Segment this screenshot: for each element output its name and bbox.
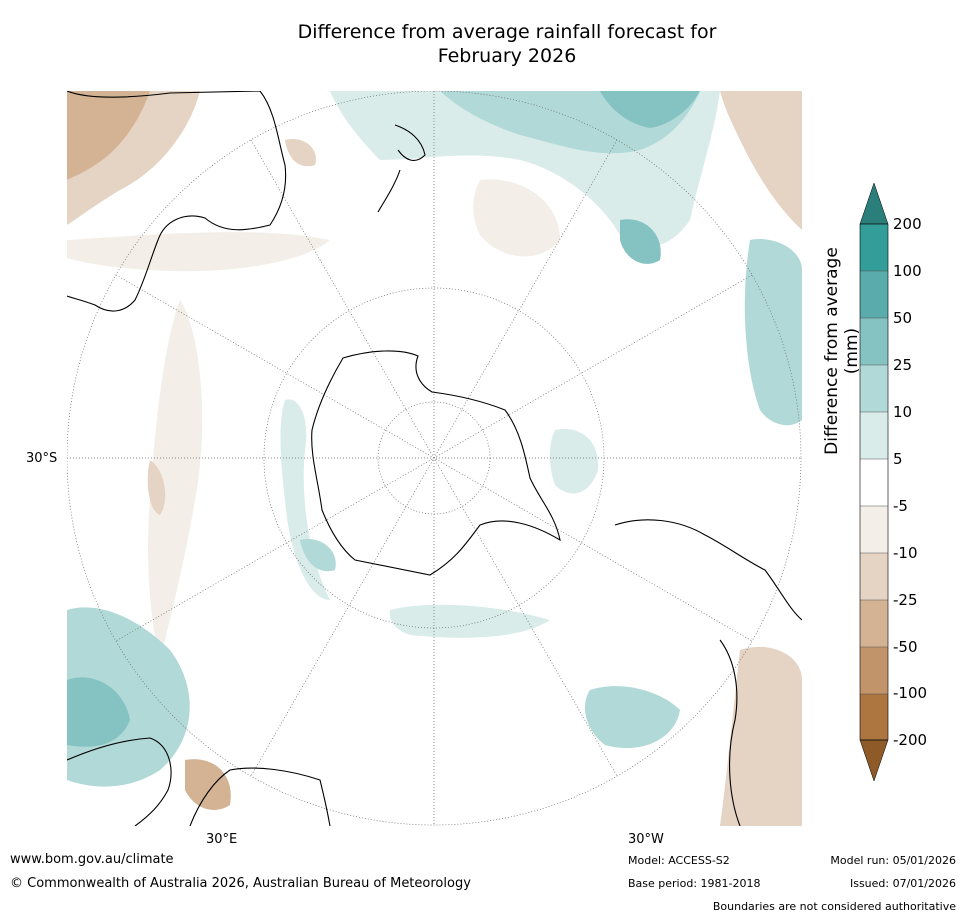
colorbar-title: Difference from average (mm) [822,247,862,455]
colorbar-tick-10: 10 [893,403,913,421]
latitude-label: 30°S [26,451,58,466]
new-zealand-outline [377,124,426,213]
colorbar-band-neutral [860,459,888,506]
chart-title: Difference from average rainfall forecas… [0,20,965,68]
colorbar-tick-50: 50 [893,309,913,327]
dry-region-north-mid [473,179,560,257]
wet-region-east [744,239,802,426]
model-text: Model: ACCESS-S2 [628,854,730,867]
dry-region-se [720,646,802,826]
colorbar-tick-100: 100 [893,262,922,280]
antarctica-outline [311,350,561,576]
dry-region-ne [720,91,802,230]
model-run-text: Model run: 05/01/2026 [830,854,956,867]
website-link[interactable]: www.bom.gov.au/climate [10,852,174,867]
wet-region-southeast [585,686,680,749]
dry-region-west-patch [147,460,166,515]
longitude-label-west: 30°W [628,832,664,847]
map-area [67,91,802,826]
wet-region-east-patch [620,219,661,264]
colorbar-band-neg50-neg100 [860,647,888,694]
wet-region-north-peak [600,91,700,128]
colorbar-tick-neg10: -10 [893,544,918,562]
australia-outline [67,91,287,312]
wet-region-antarctic-east [549,429,599,494]
graticule [67,91,802,826]
colorbar [859,182,889,782]
colorbar-band-50-100 [860,271,888,318]
colorbar-tick-neg100: -100 [893,684,928,702]
colorbar-bottom-arrow [859,739,889,782]
colorbar-band-neg100-neg200 [860,694,888,740]
title-line-1: Difference from average rainfall forecas… [297,21,717,43]
disclaimer-text: Boundaries are not considered authoritat… [712,900,956,913]
wet-region-south-patch [300,539,336,572]
colorbar-band-neg10-neg25 [860,553,888,600]
wet-region-south [389,604,550,638]
issued-text: Issued: 07/01/2026 [849,877,956,890]
copyright-text: © Commonwealth of Australia 2026, Austra… [10,876,471,891]
colorbar-band-neg5-neg10 [860,506,888,553]
south-america-outline [614,519,802,826]
colorbar-band-5-10 [860,412,888,459]
coastlines [67,91,802,826]
colorbar-tick-200: 200 [893,215,922,233]
colorbar-frame [859,223,889,741]
wet-region-southwest-core [67,677,130,747]
base-period-text: Base period: 1981-2018 [628,877,761,890]
wet-anomaly-regions [67,91,802,787]
africa-outline [67,737,331,826]
dry-region-mid-strip [67,232,330,272]
colorbar-tick-neg5: -5 [893,497,908,515]
colorbar-band-neg25-neg50 [860,600,888,647]
colorbar-band-10-25 [860,365,888,412]
longitude-label-east: 30°E [206,832,238,847]
colorbar-band-25-50 [860,318,888,365]
colorbar-band-100-200 [860,224,888,271]
colorbar-tick-25: 25 [893,356,913,374]
colorbar-top-arrow [859,182,889,225]
title-line-2: February 2026 [437,45,577,67]
dry-region-band-west [148,300,203,660]
dry-anomaly-regions [67,91,802,826]
colorbar-tick-neg50: -50 [893,638,918,656]
dry-region-nw-core [67,91,150,180]
dry-region-sw-patch [185,759,231,810]
colorbar-tick-neg25: -25 [893,591,918,609]
wet-region-antarctic-west [280,399,330,600]
colorbar-tick-neg200: -200 [893,731,928,749]
colorbar-tick-5: 5 [893,450,903,468]
dry-region-nz-patch [285,139,316,167]
